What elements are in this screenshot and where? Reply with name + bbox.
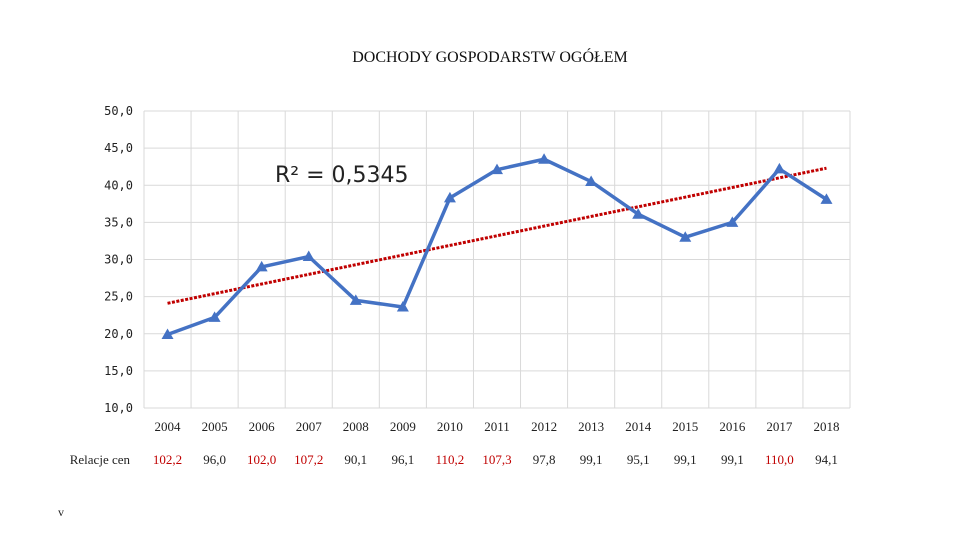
relacje-value: 99,1 (721, 452, 744, 467)
data-point (491, 163, 503, 175)
relacje-value: 94,1 (815, 452, 838, 467)
data-point (161, 328, 174, 339)
x-tick-label: 2004 (155, 419, 182, 434)
x-tick-label: 2010 (437, 419, 463, 434)
data-point (585, 175, 598, 187)
y-tick-label: 25,0 (104, 290, 133, 304)
x-tick-label: 2006 (249, 419, 276, 434)
y-tick-label: 15,0 (104, 364, 133, 378)
relacje-value: 107,2 (294, 452, 323, 467)
relacje-value: 110,2 (436, 452, 465, 467)
relacje-values: 102,2 96,0 102,0 107,2 90,1 96,1 110,2 107,3 97,… (153, 452, 838, 467)
x-tick-label: 2008 (343, 419, 369, 434)
data-point (443, 191, 456, 203)
x-tick-label: 2009 (390, 419, 416, 434)
data-point (396, 301, 409, 312)
relacje-value: 97,8 (533, 452, 556, 467)
series-markers (161, 153, 833, 339)
grid (143, 110, 851, 409)
relacje-value: 96,1 (391, 452, 414, 467)
footnote: v (58, 505, 64, 519)
data-point (349, 294, 362, 305)
x-axis-ticks: 2004 2005 2006 2007 2008 2009 2010 2011 2012 2013… (155, 419, 840, 434)
relacje-value: 90,1 (344, 452, 367, 467)
data-point (726, 216, 739, 227)
data-point (632, 208, 645, 219)
relacje-value: 99,1 (674, 452, 697, 467)
x-tick-label: 2013 (578, 419, 604, 434)
relacje-value: 102,2 (153, 452, 182, 467)
y-tick-label: 45,0 (104, 141, 133, 155)
x-tick-label: 2012 (531, 419, 557, 434)
y-tick-label: 20,0 (104, 327, 133, 341)
y-tick-label: 40,0 (104, 178, 133, 192)
trendline-r2-label: R² = 0,5345 (275, 163, 409, 188)
x-tick-label: 2011 (484, 419, 510, 434)
y-tick-label: 50,0 (104, 104, 133, 118)
relacje-value: 110,0 (765, 452, 794, 467)
data-point (773, 162, 786, 174)
data-point (820, 193, 833, 204)
x-tick-label: 2014 (625, 419, 652, 434)
data-point (208, 311, 221, 322)
data-point (255, 260, 268, 272)
data-point (302, 250, 315, 262)
y-tick-label: 10,0 (104, 401, 133, 415)
y-axis-ticks: 10,0 15,0 20,0 25,0 30,0 35,0 40,0 45,0 50,0 (104, 104, 133, 415)
x-tick-label: 2007 (296, 419, 323, 434)
relacje-value: 99,1 (580, 452, 603, 467)
x-tick-label: 2018 (813, 419, 839, 434)
x-tick-label: 2017 (766, 419, 793, 434)
y-tick-label: 35,0 (104, 215, 133, 229)
relacje-value: 107,3 (482, 452, 511, 467)
data-point (538, 153, 551, 164)
chart-title: DOCHODY GOSPODARSTW OGÓŁEM (352, 47, 628, 66)
data-point (679, 231, 692, 242)
relacje-value: 96,0 (203, 452, 226, 467)
relacje-label: Relacje cen (70, 452, 131, 467)
x-tick-label: 2005 (202, 419, 228, 434)
x-tick-label: 2015 (672, 419, 698, 434)
trendline (167, 166, 827, 305)
x-tick-label: 2016 (719, 419, 746, 434)
relacje-value: 95,1 (627, 452, 650, 467)
y-tick-label: 30,0 (104, 253, 133, 267)
relacje-value: 102,0 (247, 452, 276, 467)
